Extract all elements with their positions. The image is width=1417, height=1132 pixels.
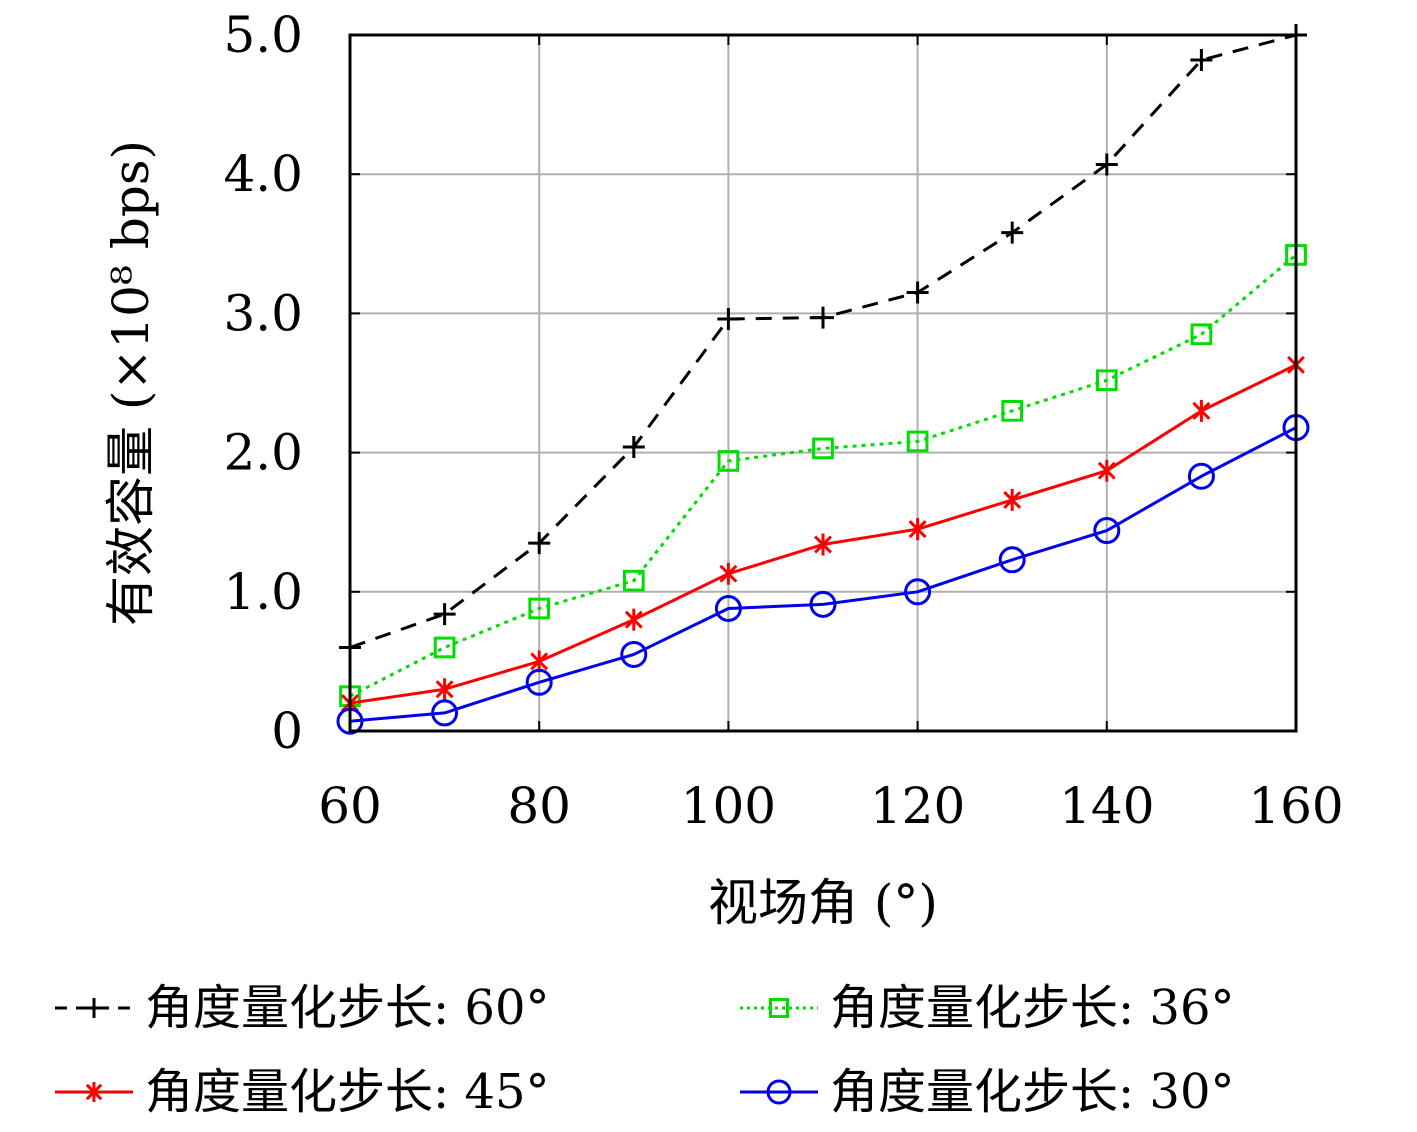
data-point-asterisk xyxy=(719,562,738,585)
data-point-plus xyxy=(1190,49,1213,72)
series-line xyxy=(349,426,1297,723)
plot-frame xyxy=(348,33,1298,733)
data-point-square xyxy=(433,636,456,659)
x-tick-label: 160 xyxy=(1248,777,1343,835)
data-point-square xyxy=(528,597,551,620)
data-point-plus xyxy=(1001,221,1024,244)
y-tick-label: 0 xyxy=(271,702,303,760)
data-point-plus xyxy=(1095,153,1118,176)
legend-item: 角度量化步长: 30° xyxy=(740,1064,1235,1120)
data-point-circle xyxy=(904,578,932,606)
data-point-plus xyxy=(84,998,104,1018)
data-point-asterisk xyxy=(1097,459,1116,482)
series-layer xyxy=(336,24,1310,735)
data-point-circle xyxy=(766,1079,792,1105)
data-point-circle xyxy=(1187,462,1215,490)
data-point-square xyxy=(812,437,834,460)
legend: 角度量化步长: 60° 角度量化步长: 36° 角度量化步长: 45° 角度量化步长:… xyxy=(55,980,1235,1120)
series-4 xyxy=(336,414,1310,735)
data-point-square xyxy=(622,569,645,592)
data-point-asterisk xyxy=(530,650,549,673)
data-point-asterisk xyxy=(85,1082,103,1102)
data-point-circle xyxy=(431,699,459,727)
y-tick-label: 1.0 xyxy=(223,563,303,621)
data-point-circle xyxy=(998,546,1026,574)
legend-label: 角度量化步长: 36° xyxy=(830,980,1235,1036)
y-tick-label: 5.0 xyxy=(223,6,303,64)
data-point-circle xyxy=(714,595,742,623)
data-point-asterisk xyxy=(435,678,454,701)
data-point-circle xyxy=(809,590,837,618)
data-point-plus xyxy=(528,532,551,555)
data-point-circle xyxy=(1093,517,1121,545)
data-point-asterisk xyxy=(1192,399,1211,422)
y-tick-label: 2.0 xyxy=(223,424,303,482)
x-tick-label: 100 xyxy=(681,777,776,835)
ticks: 60 80 100 120 140 160 0 1.0 2.0 3.0 4.0 5.0 xyxy=(223,6,1343,835)
data-point-asterisk xyxy=(814,533,832,556)
legend-item: 角度量化步长: 36° xyxy=(740,980,1235,1036)
legend-label: 角度量化步长: 45° xyxy=(145,1064,550,1120)
x-tick-label: 120 xyxy=(870,777,965,835)
data-point-plus xyxy=(433,603,456,626)
y-tick-label: 4.0 xyxy=(223,145,303,203)
data-point-asterisk xyxy=(908,518,927,541)
legend-item: 角度量化步长: 45° xyxy=(55,1064,550,1120)
data-point-circle xyxy=(525,668,553,696)
series-line xyxy=(349,253,1297,698)
data-point-square xyxy=(1190,323,1213,346)
x-tick-label: 60 xyxy=(318,777,382,835)
x-tick-label: 140 xyxy=(1059,777,1154,835)
y-axis-title: 有效容量 (×10⁸ bps) xyxy=(102,140,160,626)
data-point-asterisk xyxy=(1003,488,1022,511)
data-point-plus xyxy=(717,307,740,330)
data-point-plus xyxy=(622,436,645,459)
x-tick-label: 80 xyxy=(507,777,571,835)
data-point-plus xyxy=(906,281,929,304)
x-axis-title: 视场角 (°) xyxy=(708,874,938,932)
legend-label: 角度量化步长: 30° xyxy=(830,1064,1235,1120)
data-point-plus xyxy=(812,306,834,329)
data-point-square xyxy=(1001,399,1024,422)
y-tick-label: 3.0 xyxy=(223,284,303,342)
data-point-square xyxy=(1095,369,1118,392)
data-point-asterisk xyxy=(624,608,643,631)
data-point-square xyxy=(769,998,789,1018)
legend-label: 角度量化步长: 60° xyxy=(145,980,550,1036)
data-point-square xyxy=(906,430,929,453)
legend-item: 角度量化步长: 60° xyxy=(55,980,550,1036)
data-point-square xyxy=(717,450,740,472)
data-point-circle xyxy=(620,640,648,668)
